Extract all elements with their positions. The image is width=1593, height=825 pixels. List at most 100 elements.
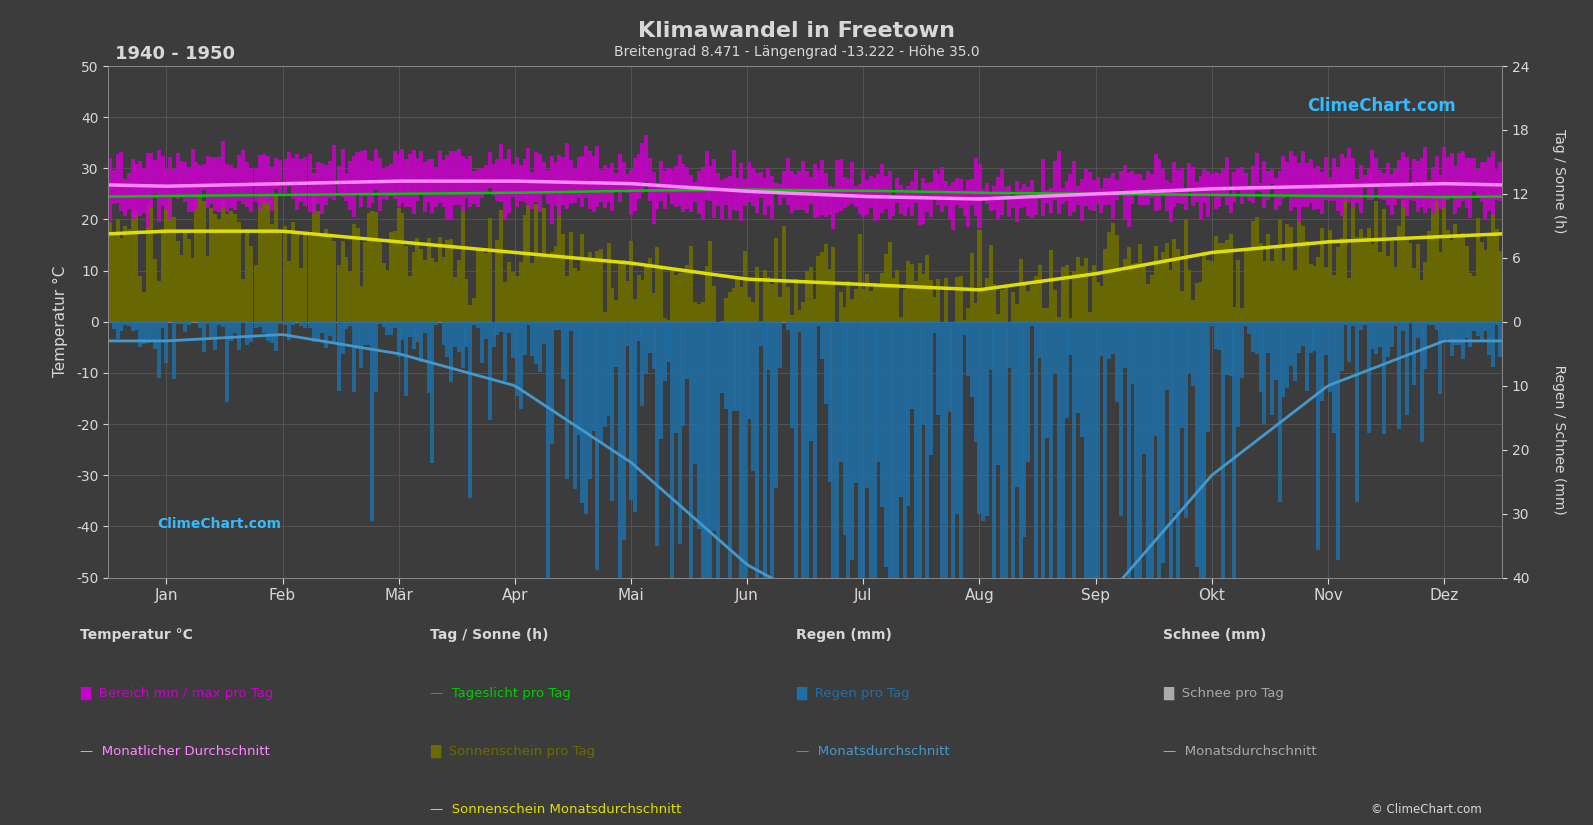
Bar	[153, 322, 158, 348]
Bar	[992, 186, 997, 210]
Bar	[1431, 202, 1435, 322]
Bar	[153, 160, 158, 194]
Bar	[1464, 322, 1469, 338]
Bar	[926, 183, 929, 212]
Bar	[717, 173, 720, 206]
Bar	[511, 164, 515, 196]
Bar	[253, 322, 258, 328]
Bar	[511, 272, 515, 322]
Bar	[1281, 322, 1286, 397]
Bar	[241, 279, 245, 322]
Bar	[777, 297, 782, 322]
Bar	[1499, 322, 1502, 357]
Bar	[812, 322, 817, 696]
Bar	[1015, 322, 1020, 487]
Bar	[1042, 322, 1045, 631]
Bar	[1294, 271, 1297, 322]
Bar	[1356, 237, 1359, 322]
Bar	[804, 271, 809, 322]
Bar	[660, 161, 663, 201]
Bar	[840, 292, 843, 322]
Bar	[599, 322, 604, 443]
Bar	[731, 150, 736, 210]
Bar	[1195, 322, 1200, 567]
Bar	[898, 322, 903, 497]
Bar	[712, 159, 717, 218]
Bar	[862, 289, 865, 322]
Bar	[599, 170, 604, 202]
Bar	[1472, 322, 1477, 332]
Bar	[446, 322, 449, 357]
Bar	[1161, 169, 1164, 195]
Bar	[674, 166, 679, 207]
Bar	[1053, 322, 1058, 374]
Bar	[607, 168, 610, 202]
Bar	[1270, 322, 1274, 415]
Bar	[835, 322, 840, 825]
Bar	[750, 167, 755, 206]
Bar	[1472, 276, 1477, 322]
Bar	[344, 257, 349, 322]
Bar	[217, 219, 221, 322]
Bar	[1209, 173, 1214, 196]
Bar	[1192, 300, 1195, 322]
Bar	[766, 277, 771, 322]
Bar	[1018, 260, 1023, 322]
Bar	[519, 164, 523, 201]
Bar	[1000, 290, 1004, 322]
Bar	[1419, 322, 1424, 442]
Bar	[1126, 248, 1131, 322]
Bar	[457, 260, 460, 322]
Bar	[1118, 322, 1123, 516]
Bar	[1012, 292, 1015, 322]
Bar	[546, 170, 550, 204]
Bar	[422, 260, 427, 322]
Bar	[1340, 238, 1343, 322]
Text: █  Bereich min / max pro Tag: █ Bereich min / max pro Tag	[80, 687, 272, 700]
Bar	[921, 322, 926, 425]
Bar	[139, 322, 142, 346]
Bar	[1069, 322, 1072, 356]
Bar	[1056, 151, 1061, 214]
Bar	[550, 157, 554, 224]
Bar	[363, 149, 366, 196]
Bar	[943, 278, 948, 322]
Bar	[763, 322, 766, 644]
Bar	[906, 186, 910, 207]
Bar	[371, 211, 374, 322]
Bar	[585, 258, 588, 322]
Bar	[1233, 307, 1236, 322]
Bar	[279, 159, 282, 194]
Bar	[828, 269, 832, 322]
Bar	[1340, 154, 1343, 216]
Bar	[755, 322, 758, 755]
Bar	[1419, 158, 1424, 206]
Bar	[648, 158, 652, 200]
Bar	[1324, 267, 1329, 322]
Text: Tag / Sonne (h): Tag / Sonne (h)	[430, 629, 548, 643]
Bar	[1069, 318, 1072, 322]
Bar	[701, 302, 704, 322]
Bar	[180, 322, 183, 324]
Bar	[996, 177, 1000, 219]
Bar	[156, 281, 161, 322]
Bar	[1228, 194, 1233, 214]
Bar	[1195, 182, 1200, 202]
Bar	[1370, 244, 1375, 322]
Bar	[1324, 157, 1329, 200]
Bar	[1209, 262, 1214, 322]
Text: Temperatur °C: Temperatur °C	[80, 629, 193, 643]
Bar	[299, 322, 303, 326]
Bar	[1270, 169, 1274, 185]
Bar	[499, 322, 503, 332]
Bar	[1405, 157, 1408, 215]
Bar	[1329, 322, 1332, 392]
Bar	[970, 322, 973, 398]
Bar	[292, 222, 295, 322]
Bar	[465, 279, 468, 322]
Bar	[1424, 147, 1427, 214]
Bar	[790, 172, 793, 213]
Bar	[229, 165, 233, 208]
Bar	[1042, 158, 1045, 215]
Bar	[1023, 283, 1026, 322]
